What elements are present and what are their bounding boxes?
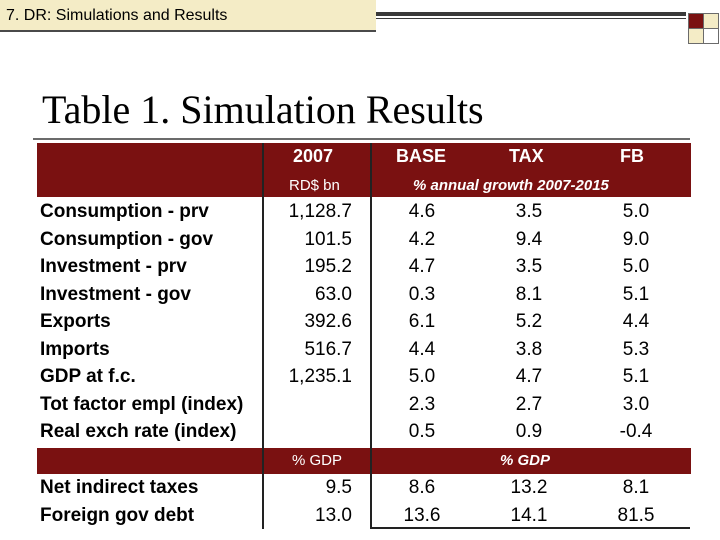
cell-2007: 392.6	[304, 311, 352, 332]
cell-tax: 8.1	[515, 283, 543, 305]
col-tax-header: TAX	[509, 146, 544, 166]
row-label: Investment - gov	[40, 283, 191, 305]
unit-growth-label: % annual growth 2007-2015	[413, 177, 609, 194]
row-label: Net indirect taxes	[40, 477, 199, 498]
cell-fb: 4.4	[622, 311, 650, 332]
cell-2007: 13.0	[315, 504, 352, 526]
cell-base: 0.3	[408, 283, 436, 305]
cell-tax: 13.2	[510, 477, 548, 498]
cell-fb: 5.3	[622, 338, 650, 360]
mid-growth-label: % GDP	[500, 452, 551, 469]
cell-2007: 1,235.1	[288, 366, 352, 387]
row-label: Tot factor empl (index)	[40, 393, 244, 415]
mid-2007-label: % GDP	[292, 452, 343, 469]
cell-base: 6.1	[408, 311, 436, 332]
cell-fb: 5.0	[622, 201, 650, 222]
row-label: Exports	[40, 311, 111, 332]
cell-2007: 195.2	[304, 256, 352, 277]
cell-tax: 4.7	[515, 366, 543, 387]
header-rule-thick	[376, 12, 686, 16]
row-label: Investment - prv	[40, 256, 187, 277]
corner-square-cream-top	[703, 13, 719, 29]
corner-square-cream-bottom	[688, 28, 704, 44]
row-label: GDP at f.c.	[40, 366, 136, 387]
cell-tax: 3.5	[515, 256, 543, 277]
cell-2007: 516.7	[304, 338, 352, 360]
cell-2007: 101.5	[304, 228, 352, 250]
cell-fb: 3.0	[622, 393, 650, 415]
row-label: Consumption - gov	[40, 228, 214, 250]
corner-square-white	[703, 28, 719, 44]
cell-tax: 9.4	[515, 228, 543, 250]
cell-fb: 8.1	[622, 477, 650, 498]
unit-2007-label: RD$ bn	[289, 177, 340, 194]
row-label: Real exch rate (index)	[40, 421, 237, 442]
section-tag: 7. DR: Simulations and Results	[0, 0, 376, 32]
cell-tax: 2.7	[515, 393, 543, 415]
bottom-rule	[370, 527, 690, 529]
cell-fb: 5.0	[622, 256, 650, 277]
cell-base: 4.6	[408, 201, 436, 222]
row-label: Imports	[40, 338, 110, 360]
cell-base: 5.0	[408, 366, 436, 387]
cell-base: 2.3	[408, 393, 436, 415]
cell-base: 4.7	[408, 256, 436, 277]
cell-2007: 1,128.7	[288, 201, 352, 222]
cell-fb: 5.1	[622, 283, 650, 305]
row-label: Consumption - prv	[40, 201, 209, 222]
cell-tax: 0.9	[515, 421, 543, 442]
header-band	[37, 143, 691, 197]
cell-base: 0.5	[408, 421, 436, 442]
row-label: Foreign gov debt	[40, 504, 195, 526]
cell-fb: 9.0	[622, 228, 650, 250]
col-divider-right	[370, 143, 372, 529]
cell-fb: 5.1	[622, 366, 650, 387]
header-rule-thin	[376, 18, 686, 19]
cell-2007: 9.5	[325, 477, 352, 498]
cell-tax: 14.1	[510, 504, 548, 526]
cell-tax: 3.5	[515, 201, 543, 222]
cell-base: 4.2	[408, 228, 436, 250]
cell-base: 4.4	[408, 338, 436, 360]
mid-band	[37, 448, 691, 474]
cell-tax: 5.2	[515, 311, 543, 332]
slide-title: Table 1. Simulation Results	[42, 87, 484, 132]
col-fb-header: FB	[620, 146, 644, 166]
cell-fb: 81.5	[617, 504, 655, 526]
cell-base: 8.6	[408, 477, 436, 498]
col-divider-left	[262, 143, 264, 529]
title-underline	[33, 138, 690, 140]
cell-tax: 3.8	[515, 338, 543, 360]
corner-square-maroon	[688, 13, 704, 29]
col-base-header: BASE	[396, 146, 447, 166]
cell-2007: 63.0	[315, 283, 352, 305]
cell-base: 13.6	[403, 504, 441, 526]
col-2007-header: 2007	[293, 146, 334, 166]
cell-fb: -0.4	[619, 421, 653, 442]
